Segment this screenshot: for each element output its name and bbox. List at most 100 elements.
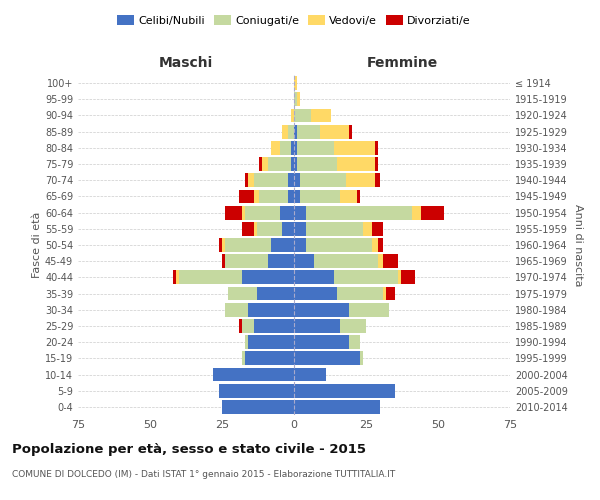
Bar [268, 254, 294, 268]
Bar [248, 336, 294, 349]
Bar [297, 92, 300, 106]
Bar [283, 222, 294, 235]
Bar [294, 303, 349, 316]
Bar [294, 384, 395, 398]
Bar [372, 222, 383, 235]
Bar [225, 206, 242, 220]
Bar [294, 400, 380, 414]
Bar [374, 141, 377, 154]
Bar [294, 222, 305, 235]
Bar [297, 141, 334, 154]
Bar [173, 270, 176, 284]
Bar [291, 157, 294, 171]
Bar [242, 222, 254, 235]
Y-axis label: Anni di nascita: Anni di nascita [573, 204, 583, 286]
Bar [280, 206, 294, 220]
Bar [248, 174, 254, 187]
Bar [259, 157, 262, 171]
Bar [305, 222, 363, 235]
Bar [288, 174, 294, 187]
Bar [245, 206, 280, 220]
Bar [374, 174, 380, 187]
Bar [386, 286, 395, 300]
Bar [349, 303, 389, 316]
Bar [294, 368, 326, 382]
Bar [214, 368, 294, 382]
Bar [225, 238, 271, 252]
Bar [245, 336, 248, 349]
Bar [297, 125, 320, 138]
Bar [179, 270, 242, 284]
Bar [337, 286, 383, 300]
Bar [254, 222, 257, 235]
Bar [294, 174, 300, 187]
Bar [259, 190, 288, 203]
Bar [349, 125, 352, 138]
Bar [294, 336, 349, 349]
Text: Femmine: Femmine [367, 56, 437, 70]
Bar [262, 157, 268, 171]
Bar [288, 125, 294, 138]
Bar [271, 141, 280, 154]
Bar [222, 254, 225, 268]
Bar [271, 238, 294, 252]
Bar [254, 319, 294, 333]
Bar [334, 270, 398, 284]
Bar [245, 174, 248, 187]
Bar [314, 254, 377, 268]
Bar [222, 400, 294, 414]
Bar [242, 206, 245, 220]
Bar [294, 319, 340, 333]
Bar [294, 286, 337, 300]
Bar [294, 108, 311, 122]
Text: COMUNE DI DOLCEDO (IM) - Dati ISTAT 1° gennaio 2015 - Elaborazione TUTTITALIA.IT: COMUNE DI DOLCEDO (IM) - Dati ISTAT 1° g… [12, 470, 395, 479]
Bar [372, 238, 377, 252]
Bar [305, 238, 372, 252]
Text: Maschi: Maschi [159, 56, 213, 70]
Bar [401, 270, 415, 284]
Bar [239, 190, 254, 203]
Bar [334, 141, 374, 154]
Bar [377, 238, 383, 252]
Bar [294, 76, 297, 90]
Bar [291, 108, 294, 122]
Bar [311, 108, 331, 122]
Bar [242, 352, 245, 365]
Bar [294, 125, 297, 138]
Bar [294, 254, 314, 268]
Bar [280, 141, 291, 154]
Bar [421, 206, 444, 220]
Bar [288, 190, 294, 203]
Y-axis label: Fasce di età: Fasce di età [32, 212, 42, 278]
Legend: Celibi/Nubili, Coniugati/e, Vedovi/e, Divorziati/e: Celibi/Nubili, Coniugati/e, Vedovi/e, Di… [113, 10, 475, 30]
Bar [268, 157, 291, 171]
Bar [294, 190, 300, 203]
Bar [340, 190, 358, 203]
Bar [294, 270, 334, 284]
Bar [297, 157, 337, 171]
Bar [294, 157, 297, 171]
Bar [337, 157, 374, 171]
Bar [239, 319, 242, 333]
Bar [283, 125, 288, 138]
Text: Popolazione per età, sesso e stato civile - 2015: Popolazione per età, sesso e stato civil… [12, 442, 366, 456]
Bar [294, 352, 360, 365]
Bar [219, 238, 222, 252]
Bar [254, 190, 259, 203]
Bar [294, 141, 297, 154]
Bar [219, 384, 294, 398]
Bar [254, 174, 288, 187]
Bar [222, 238, 225, 252]
Bar [305, 206, 412, 220]
Bar [294, 92, 297, 106]
Bar [257, 222, 283, 235]
Bar [257, 286, 294, 300]
Bar [377, 254, 383, 268]
Bar [176, 270, 179, 284]
Bar [349, 336, 360, 349]
Bar [340, 319, 366, 333]
Bar [363, 222, 372, 235]
Bar [248, 303, 294, 316]
Bar [228, 286, 257, 300]
Bar [225, 254, 268, 268]
